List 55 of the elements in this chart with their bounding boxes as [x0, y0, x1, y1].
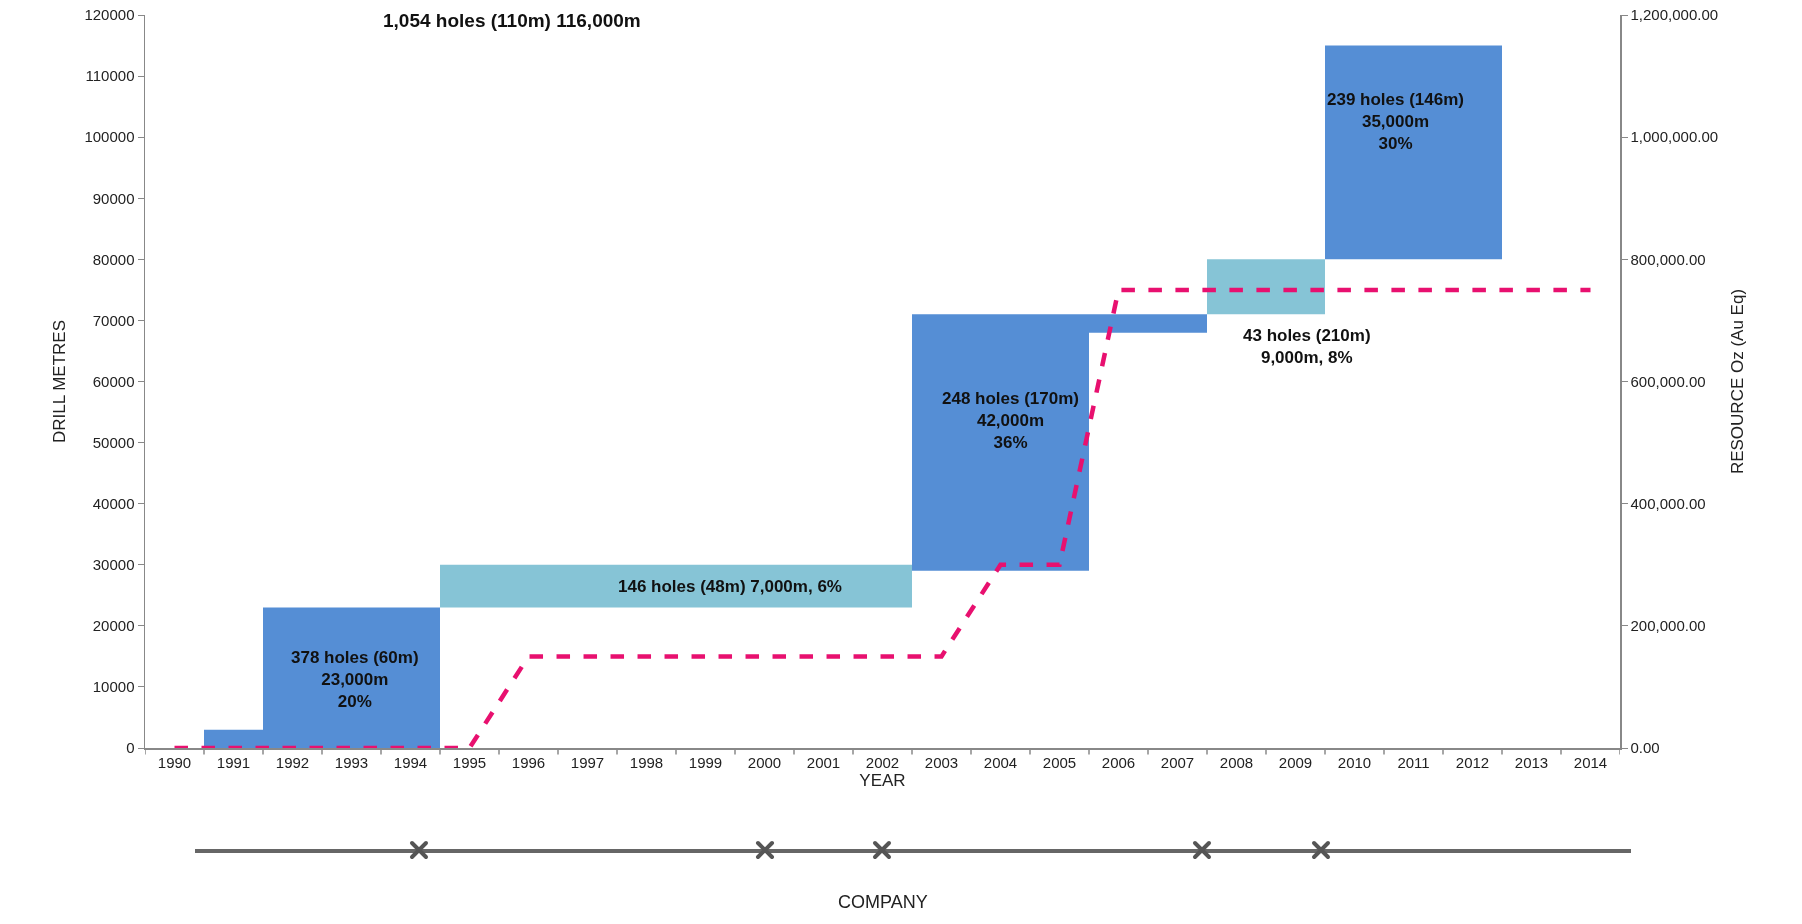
y-tick-label: 120000	[84, 6, 135, 24]
x-tick-label: 2001	[806, 753, 841, 771]
y-tick-label: 80000	[92, 250, 135, 268]
y2-tick-label: 800,000.00	[1630, 250, 1706, 268]
x-tick-label: 1991	[216, 753, 251, 771]
annotation: 239 holes (146m) 35,000m 30%	[1327, 90, 1465, 154]
y2-tick-label: 400,000.00	[1630, 494, 1706, 512]
x-axis-title: YEAR	[859, 770, 906, 790]
y-tick-label: 90000	[92, 189, 135, 207]
x-tick-label: 1999	[688, 753, 723, 771]
y-tick-label: 20000	[92, 617, 135, 635]
x-tick-label: 1995	[452, 753, 487, 771]
y-tick-label: 50000	[92, 433, 135, 451]
y-tick-label: 30000	[92, 556, 135, 573]
x-tick-label: 2004	[983, 753, 1018, 771]
x-tick-label: 2003	[924, 753, 959, 771]
x-tick-label: 1994	[393, 753, 428, 771]
y2-tick-label: 1,000,000.00	[1630, 128, 1719, 146]
y-tick-label: 40000	[92, 494, 135, 512]
x-tick-label: 2010	[1337, 753, 1372, 771]
annotation: 378 holes (60m) 23,000m 20%	[291, 648, 419, 712]
annotation: 248 holes (170m) 42,000m 36%	[942, 389, 1080, 453]
x-tick-label: 1992	[275, 753, 310, 771]
y-tick-label: 100000	[84, 128, 135, 146]
y2-axis-title: RESOURCE Oz (Au Eq)	[1728, 288, 1748, 475]
x-tick-label: 1993	[334, 753, 369, 771]
x-tick-label: 2000	[747, 753, 782, 771]
x-tick-label: 2005	[1042, 753, 1077, 771]
y-tick-label: 10000	[92, 678, 135, 696]
x-tick-label: 2009	[1278, 753, 1313, 771]
y2-tick-label: 600,000.00	[1630, 372, 1706, 390]
y-tick-label: 70000	[92, 311, 135, 329]
annotation: 43 holes (210m) 9,000m, 8%	[1243, 326, 1371, 368]
x-tick-label: 2014	[1573, 753, 1608, 771]
text: COMPANY	[838, 892, 928, 912]
chart-title: 1,054 holes (110m) 116,000m	[383, 10, 641, 31]
x-tick-label: 2008	[1219, 753, 1254, 771]
x-tick-label: 2012	[1455, 753, 1490, 771]
x-tick-label: 2013	[1514, 753, 1549, 771]
y2-tick-label: 1,200,000.00	[1630, 6, 1719, 24]
y-tick-label: 0	[126, 739, 135, 757]
x-tick-label: 2006	[1101, 753, 1136, 771]
x-tick-label: 1990	[157, 753, 192, 771]
x-tick-label: 2011	[1397, 753, 1430, 771]
x-tick-label: 2007	[1160, 753, 1195, 771]
y-tick-label: 60000	[92, 372, 135, 390]
y-tick-label: 110000	[85, 67, 135, 85]
y2-tick-label: 200,000.00	[1630, 617, 1706, 635]
y-axis-title: DRILL METRES	[50, 319, 70, 444]
x-tick-label: 2002	[865, 753, 900, 771]
x-tick-label: 1996	[511, 753, 546, 771]
y2-tick-label: 0.00	[1630, 739, 1660, 757]
annotation: 146 holes (48m) 7,000m, 6%	[618, 577, 842, 596]
x-tick-label: 1997	[570, 753, 605, 771]
x-tick-label: 1998	[629, 753, 664, 771]
